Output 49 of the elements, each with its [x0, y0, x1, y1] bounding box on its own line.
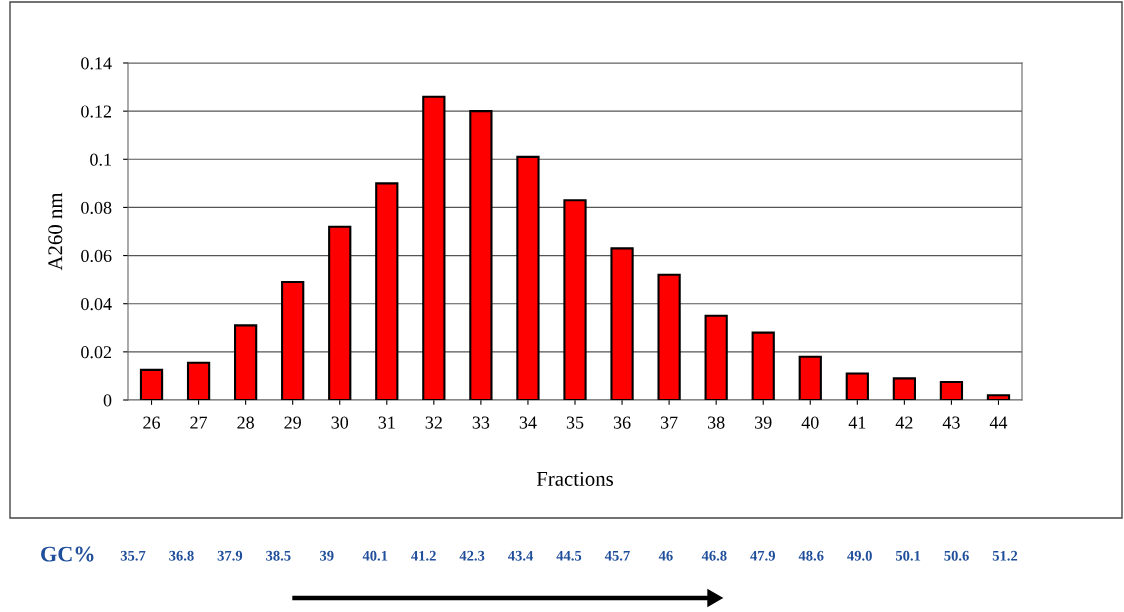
- x-tick-label: 30: [331, 416, 349, 429]
- text: 48.6: [798, 550, 824, 561]
- y-tick-label: 0.08: [81, 201, 112, 214]
- x-axis-title: Fractions: [536, 471, 614, 486]
- x-tick-label: 34: [519, 416, 537, 429]
- y-tick-label: 0.14: [81, 57, 112, 70]
- y-tick-label: 0.02: [81, 346, 112, 359]
- x-tick-label: 35: [566, 416, 584, 429]
- text: 50.1: [895, 550, 921, 561]
- x-tick-label: 42: [895, 416, 913, 429]
- x-tick-label: 41: [848, 416, 866, 429]
- text: 50.6: [944, 550, 969, 561]
- text: 49.0: [847, 550, 872, 561]
- text: 37.9: [217, 550, 243, 561]
- x-tick-label: 39: [755, 416, 772, 429]
- text: 38.5: [266, 550, 291, 561]
- text: 36.8: [169, 550, 194, 561]
- x-tick-label: 44: [989, 416, 1008, 429]
- x-tick-label: 40: [801, 416, 819, 429]
- text: 43.4: [508, 550, 534, 561]
- y-tick-label: 0.04: [81, 297, 112, 311]
- x-tick-label: 26: [143, 416, 161, 429]
- y-tick-label: 0: [103, 394, 112, 407]
- text: 40.1: [362, 550, 388, 561]
- text: 41.2: [411, 550, 436, 561]
- x-tick-label: 29: [284, 416, 301, 429]
- text: 46.8: [701, 550, 727, 561]
- y-tick-label: 0.12: [81, 105, 112, 118]
- text: GC%: [41, 546, 94, 562]
- x-tick-label: 36: [613, 416, 631, 429]
- x-tick-label: 28: [237, 416, 254, 429]
- text: 35.7: [120, 550, 146, 561]
- text: 44.5: [556, 550, 582, 561]
- text: 39: [320, 550, 334, 561]
- text: 51.2: [992, 550, 1018, 561]
- x-tick-label: 27: [190, 416, 208, 429]
- x-tick-label: 43: [942, 416, 960, 429]
- y-axis-title: A260 nm: [48, 192, 63, 271]
- y-tick-label: 0.1: [90, 153, 111, 166]
- x-tick-label: 31: [378, 416, 395, 429]
- x-tick-label: 37: [660, 416, 678, 429]
- x-tick-label: 32: [425, 416, 442, 429]
- y-tick-label: 0.06: [81, 249, 112, 263]
- text: 46: [658, 550, 673, 561]
- text: 42.3: [459, 550, 485, 561]
- text: 47.9: [750, 550, 776, 561]
- x-tick-label: 38: [707, 416, 725, 429]
- text: 45.7: [604, 550, 630, 561]
- x-tick-label: 33: [472, 416, 490, 429]
